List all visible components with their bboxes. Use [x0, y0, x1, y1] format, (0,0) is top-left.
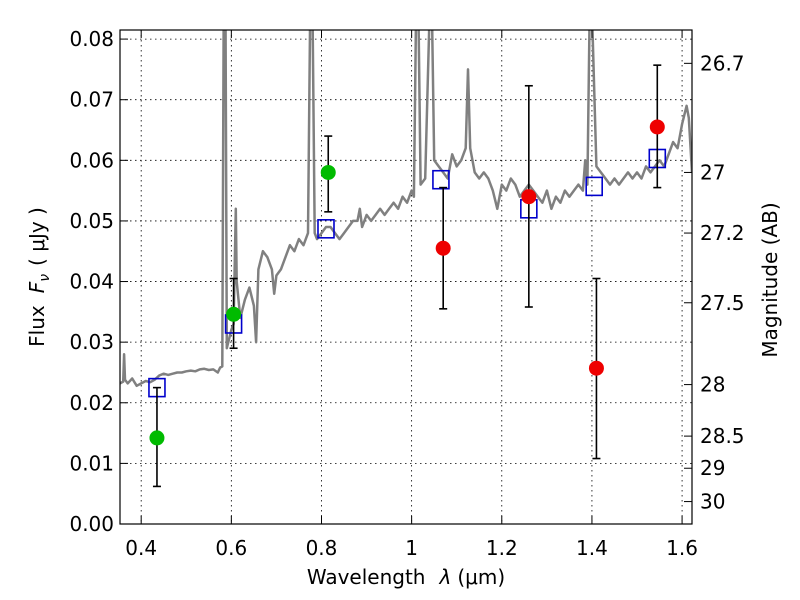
- x-tick-label: 1.2: [486, 536, 518, 560]
- measurement-point: [649, 119, 665, 135]
- y-tick-label: 0.08: [69, 27, 114, 51]
- measurement-point: [588, 360, 604, 376]
- x-tick-label: 1: [405, 536, 418, 560]
- mag-tick-label: 27.5: [700, 291, 745, 315]
- mag-tick-label: 26.7: [700, 51, 745, 75]
- mag-tick-label: 28.5: [700, 424, 745, 448]
- y-tick-label: 0.01: [69, 451, 114, 475]
- y-tick-label: 0.03: [69, 330, 114, 354]
- x-axis-label: Wavelength λ (μm): [307, 565, 505, 589]
- plot-frame: [119, 29, 693, 525]
- grid: [120, 30, 692, 525]
- measurement-point: [435, 240, 451, 256]
- x-tick-label: 1.4: [576, 536, 608, 560]
- plot-background: [120, 30, 692, 524]
- x-tick-label: 0.8: [306, 536, 338, 560]
- mag-tick-label: 30: [700, 490, 725, 514]
- ticks: 0.4 0.6 0.8 1 1.2 1.4 1.6 0.00 0.01 0.02 0.03 0.04 0…: [69, 27, 744, 560]
- detection-point: [149, 430, 165, 446]
- detection-point: [226, 306, 242, 322]
- y2-axis-label: Magnitude (AB): [758, 202, 782, 357]
- model-spectrum-line: [120, 30, 692, 388]
- y-tick-label: 0.07: [69, 88, 114, 112]
- mag-tick-label: 29: [700, 456, 725, 480]
- mag-tick-label: 27.2: [700, 221, 745, 245]
- marker-layer: [148, 64, 667, 488]
- mag-tick-label: 27: [700, 160, 725, 184]
- y-tick-label: 0.00: [69, 512, 114, 536]
- y-tick-label: 0.05: [69, 209, 114, 233]
- y-tick-label: 0.04: [69, 270, 114, 294]
- mag-tick-label: 28: [700, 373, 725, 397]
- detection-point: [320, 164, 336, 180]
- x-tick-label: 0.4: [125, 536, 157, 560]
- y-tick-label: 0.02: [69, 391, 114, 415]
- spectrum-layer: [120, 30, 692, 388]
- measurement-point: [521, 189, 537, 205]
- model-photometry-square: [585, 176, 603, 197]
- y-axis-label: FluxFν( μJy ): [25, 207, 53, 347]
- x-tick-label: 1.6: [666, 536, 698, 560]
- model-photometry-square: [317, 219, 335, 239]
- x-tick-label: 0.6: [215, 536, 247, 560]
- y-tick-label: 0.06: [69, 148, 114, 172]
- model-photometry-square: [432, 169, 450, 190]
